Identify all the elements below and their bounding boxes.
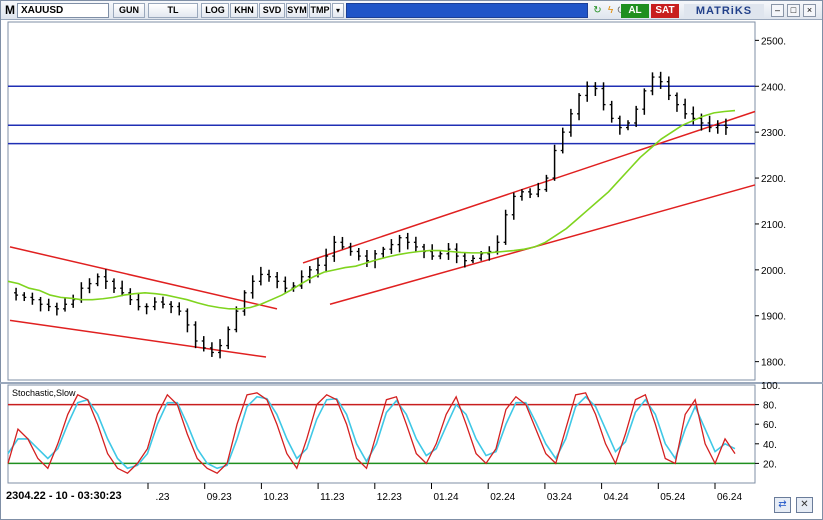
channel-line <box>329 184 756 305</box>
stoch-tick-label: 40. <box>763 440 777 451</box>
svd-button[interactable]: SVD <box>259 3 285 18</box>
x-tick-label: 01.24 <box>434 492 459 503</box>
toolbar-blue-panel <box>346 3 588 18</box>
price-tick-label: 2300. <box>761 128 786 139</box>
symbol-input[interactable]: XAUUSD <box>17 3 109 18</box>
x-tick-label: 8.23 <box>150 492 170 503</box>
x-tick-label: 10.23 <box>263 492 288 503</box>
flash-icon[interactable]: ϟ <box>607 5 614 16</box>
x-tick-label: 06.24 <box>717 492 742 503</box>
x-tick-label: 03.24 <box>547 492 572 503</box>
channel-line <box>9 319 267 358</box>
stoch-tick-label: 80. <box>763 401 777 412</box>
price-tick-label: 2400. <box>761 82 786 93</box>
price-tick-label: 2500. <box>761 36 786 47</box>
stochastic-k-line <box>7 392 736 474</box>
stoch-tick-label: 20. <box>763 459 777 470</box>
stoch-top-label: 100. <box>761 381 780 392</box>
channel-line <box>302 110 756 264</box>
sym-button[interactable]: SYM <box>286 3 308 18</box>
log-scale-button[interactable]: LOG <box>201 3 229 18</box>
stochastic-pane <box>7 384 756 484</box>
price-tick-label: 1800. <box>761 358 786 369</box>
indicator-label: Stochastic,Slow <box>12 388 76 398</box>
restore-icon[interactable]: □ <box>787 4 800 17</box>
price-tick-label: 2100. <box>761 220 786 231</box>
minimize-icon[interactable]: – <box>771 4 784 17</box>
template-button[interactable]: TMP <box>309 3 331 18</box>
buy-button[interactable]: AL <box>621 4 649 18</box>
close-icon[interactable]: × <box>803 4 816 17</box>
channel-line <box>9 246 278 310</box>
x-tick-label: 09.23 <box>207 492 232 503</box>
x-tick-label: 05.24 <box>660 492 685 503</box>
moving-average-line <box>7 109 736 310</box>
status-readout: 2304.22 - 10 - 03:30:23 <box>6 489 156 503</box>
price-tick-label: 2000. <box>761 266 786 277</box>
x-tick-label: 02.24 <box>490 492 515 503</box>
stoch-tick-label: 60. <box>763 420 777 431</box>
x-tick-label: 11.23 <box>320 492 345 503</box>
x-tick-label: 12.23 <box>377 492 402 503</box>
link-icon[interactable]: ⇄ <box>774 497 791 513</box>
brand-logo: MATRiKS <box>684 4 764 18</box>
price-tick-label: 2200. <box>761 174 786 185</box>
sell-button[interactable]: SAT <box>651 4 679 18</box>
template-dropdown-icon[interactable]: ▾ <box>332 3 344 18</box>
currency-tl-button[interactable]: TL <box>148 3 198 18</box>
menu-m-label[interactable]: M <box>5 3 15 17</box>
price-pane <box>7 21 756 381</box>
refresh-icon[interactable]: ↻ <box>593 5 602 16</box>
period-daily-button[interactable]: GUN <box>113 3 145 18</box>
khn-button[interactable]: KHN <box>230 3 258 18</box>
x-tick-label: 04.24 <box>604 492 629 503</box>
toolbar: M XAUUSD GUN TL LOG KHN SVD SYM TMP ▾ ↻ … <box>1 1 822 20</box>
price-tick-label: 1900. <box>761 312 786 323</box>
close-panel-icon[interactable]: ✕ <box>796 497 813 513</box>
